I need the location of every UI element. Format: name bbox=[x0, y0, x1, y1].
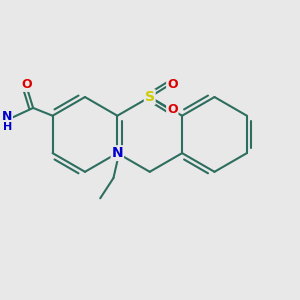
Text: O: O bbox=[167, 103, 178, 116]
Text: N: N bbox=[112, 146, 123, 160]
Text: O: O bbox=[167, 78, 178, 91]
Text: S: S bbox=[145, 90, 155, 104]
Text: N: N bbox=[2, 110, 12, 123]
Text: H: H bbox=[3, 122, 12, 132]
Text: O: O bbox=[22, 78, 32, 91]
